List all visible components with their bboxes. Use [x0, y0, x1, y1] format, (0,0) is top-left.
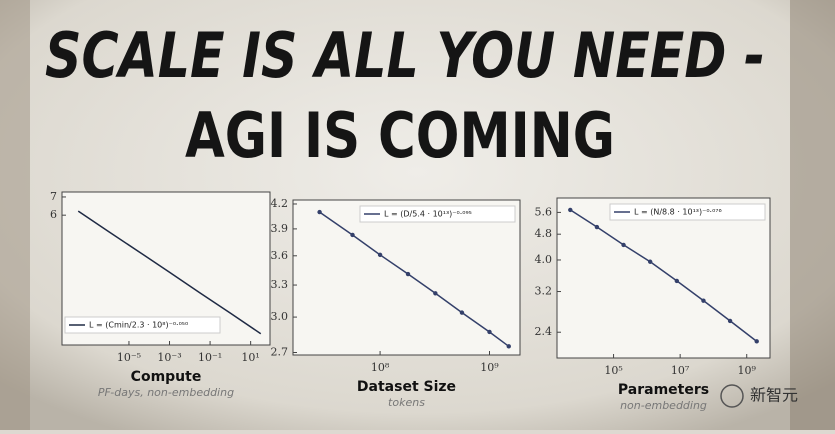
legend-box: [359, 205, 516, 223]
point: [405, 271, 411, 277]
point: [647, 259, 653, 264]
y-tick-label: 3.0: [271, 310, 289, 323]
watermark-icon: [720, 384, 744, 408]
point: [350, 232, 355, 238]
legend-box: [64, 316, 221, 334]
point: [377, 252, 383, 258]
title-line1: SCALE IS ALL YOU NEED -: [45, 19, 765, 92]
y-tick-label: 3.2: [535, 285, 553, 298]
x-axis-label: Parameters: [618, 382, 709, 398]
legend-label: L = (Cmin/2.3 · 10⁸)⁻⁰·⁰⁵⁰: [89, 321, 188, 330]
series-line: [77, 210, 262, 335]
point: [506, 344, 511, 349]
shadow-right: [790, 0, 835, 430]
point: [674, 278, 680, 284]
point: [568, 207, 573, 213]
series-line: [569, 209, 758, 342]
y-tick-label: 5.6: [535, 205, 553, 218]
y-tick-label: 4.2: [271, 197, 289, 210]
point: [621, 242, 626, 248]
shadow-left: [0, 0, 30, 430]
x-tick-label: 10⁵: [604, 364, 622, 377]
plot-frame: [292, 199, 521, 356]
y-tick-label: 2.7: [271, 346, 289, 359]
y-tick-label: 4.8: [535, 227, 553, 240]
y-tick-label: 2.4: [535, 325, 553, 338]
point: [433, 291, 438, 296]
x-tick-label: 10⁸: [371, 361, 390, 374]
x-axis-sublabel: non-embedding: [620, 399, 707, 412]
x-tick-label: 10¹: [241, 351, 259, 364]
y-tick-label: 3.6: [271, 249, 289, 262]
point: [754, 339, 759, 344]
y-tick-label: 3.3: [271, 278, 289, 291]
x-tick-label: 10⁻¹: [198, 351, 222, 364]
y-tick-label: 4.0: [535, 253, 553, 266]
x-tick-label: 10⁻³: [157, 351, 181, 364]
point: [701, 298, 706, 303]
x-tick-label: 10⁷: [671, 364, 690, 377]
x-axis-label: Compute: [131, 369, 202, 385]
point: [594, 224, 600, 230]
x-axis-sublabel: tokens: [388, 396, 425, 409]
point: [727, 318, 733, 324]
legend-label: L = (D/5.4 · 10¹³)⁻⁰·⁰⁹⁵: [384, 210, 472, 219]
x-tick-label: 10⁻⁵: [117, 351, 141, 364]
point: [459, 310, 465, 315]
x-axis-label: Dataset Size: [357, 379, 456, 395]
legend-box: [609, 203, 766, 221]
series-line: [319, 211, 510, 347]
title-line2: AGI IS COMING: [185, 99, 615, 172]
y-tick-label: 7: [50, 190, 57, 203]
y-tick-label: 6: [50, 208, 57, 221]
x-tick-label: 10⁹: [480, 361, 499, 374]
point: [317, 209, 322, 215]
watermark: 新智元: [750, 386, 798, 405]
y-tick-label: 3.9: [271, 222, 289, 235]
point: [487, 329, 492, 335]
legend-label: L = (N/8.8 · 10¹³)⁻⁰·⁰⁷⁶: [634, 208, 722, 217]
x-tick-label: 10⁹: [738, 364, 757, 377]
x-axis-sublabel: PF-days, non-embedding: [98, 386, 234, 399]
